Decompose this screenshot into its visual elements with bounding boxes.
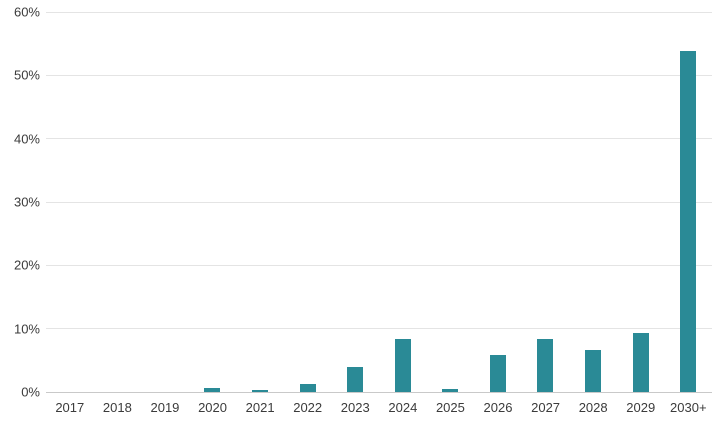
x-tick-label-2017: 2017	[55, 400, 85, 415]
bar-slot-2028	[569, 12, 617, 392]
x-tick-label-2021: 2021	[245, 400, 275, 415]
bar-2028	[585, 350, 602, 392]
bar-slot-2023	[331, 12, 379, 392]
y-tick-label-60%: 60%	[13, 4, 40, 20]
bar-slot-2029	[617, 12, 665, 392]
bar-slot-2020	[189, 12, 237, 392]
y-tick-label-0%: 0%	[21, 384, 40, 400]
bar-slot-2019	[141, 12, 189, 392]
gridline-40%	[46, 138, 712, 140]
bar-slot-2024	[379, 12, 427, 392]
x-tick-label-2019: 2019	[150, 400, 180, 415]
x-tick-label-2027: 2027	[531, 400, 561, 415]
x-tick-label-2023: 2023	[340, 400, 370, 415]
y-tick-label-20%: 20%	[13, 257, 40, 273]
x-tick-label-2028: 2028	[578, 400, 608, 415]
bar-slot-2025	[427, 12, 475, 392]
y-tick-label-10%: 10%	[13, 321, 40, 337]
gridline-50%	[46, 74, 712, 76]
gridline-20%	[46, 264, 712, 266]
gridline-10%	[46, 328, 712, 330]
gridline-30%	[46, 201, 712, 203]
bar-slot-2017	[46, 12, 94, 392]
bar-2027	[537, 338, 554, 392]
bar-2026	[489, 354, 506, 392]
bar-2024	[394, 338, 411, 392]
x-tick-label-2026: 2026	[483, 400, 513, 415]
bar-slot-2018	[94, 12, 142, 392]
y-tick-label-40%: 40%	[13, 131, 40, 147]
x-axis-line	[46, 391, 712, 393]
x-tick-label-2018: 2018	[102, 400, 132, 415]
bar-slot-2030+	[664, 12, 712, 392]
bar-slot-2026	[474, 12, 522, 392]
x-axis: 2017 2018 2019 2020 2021 2022 2023 2024 2025 2026…	[46, 392, 712, 423]
bar-2023	[347, 366, 364, 392]
bar-slot-2021	[236, 12, 284, 392]
x-tick-label-2024: 2024	[388, 400, 418, 415]
bar-2025	[442, 388, 459, 392]
x-tick-label-2020: 2020	[198, 400, 227, 415]
y-axis: 0% 10% 20% 30% 40% 50% 60%	[0, 6, 40, 399]
x-tick-label-2022: 2022	[293, 400, 323, 415]
bar-2022	[299, 383, 316, 392]
x-tick-label-2030+: 2030+	[670, 400, 707, 415]
bar-2020	[204, 388, 221, 392]
bar-2030+	[680, 50, 697, 392]
plot-area	[46, 11, 712, 393]
bar-2029	[632, 333, 649, 392]
bar-slot-2022	[284, 12, 332, 392]
y-tick-label-30%: 30%	[13, 194, 40, 210]
bar-slot-2027	[522, 12, 570, 392]
gridline-60%	[46, 11, 712, 13]
y-tick-label-50%: 50%	[13, 67, 40, 83]
x-tick-label-2029: 2029	[626, 400, 656, 415]
x-tick-label-2025: 2025	[435, 400, 465, 415]
bar-2021	[252, 390, 269, 392]
